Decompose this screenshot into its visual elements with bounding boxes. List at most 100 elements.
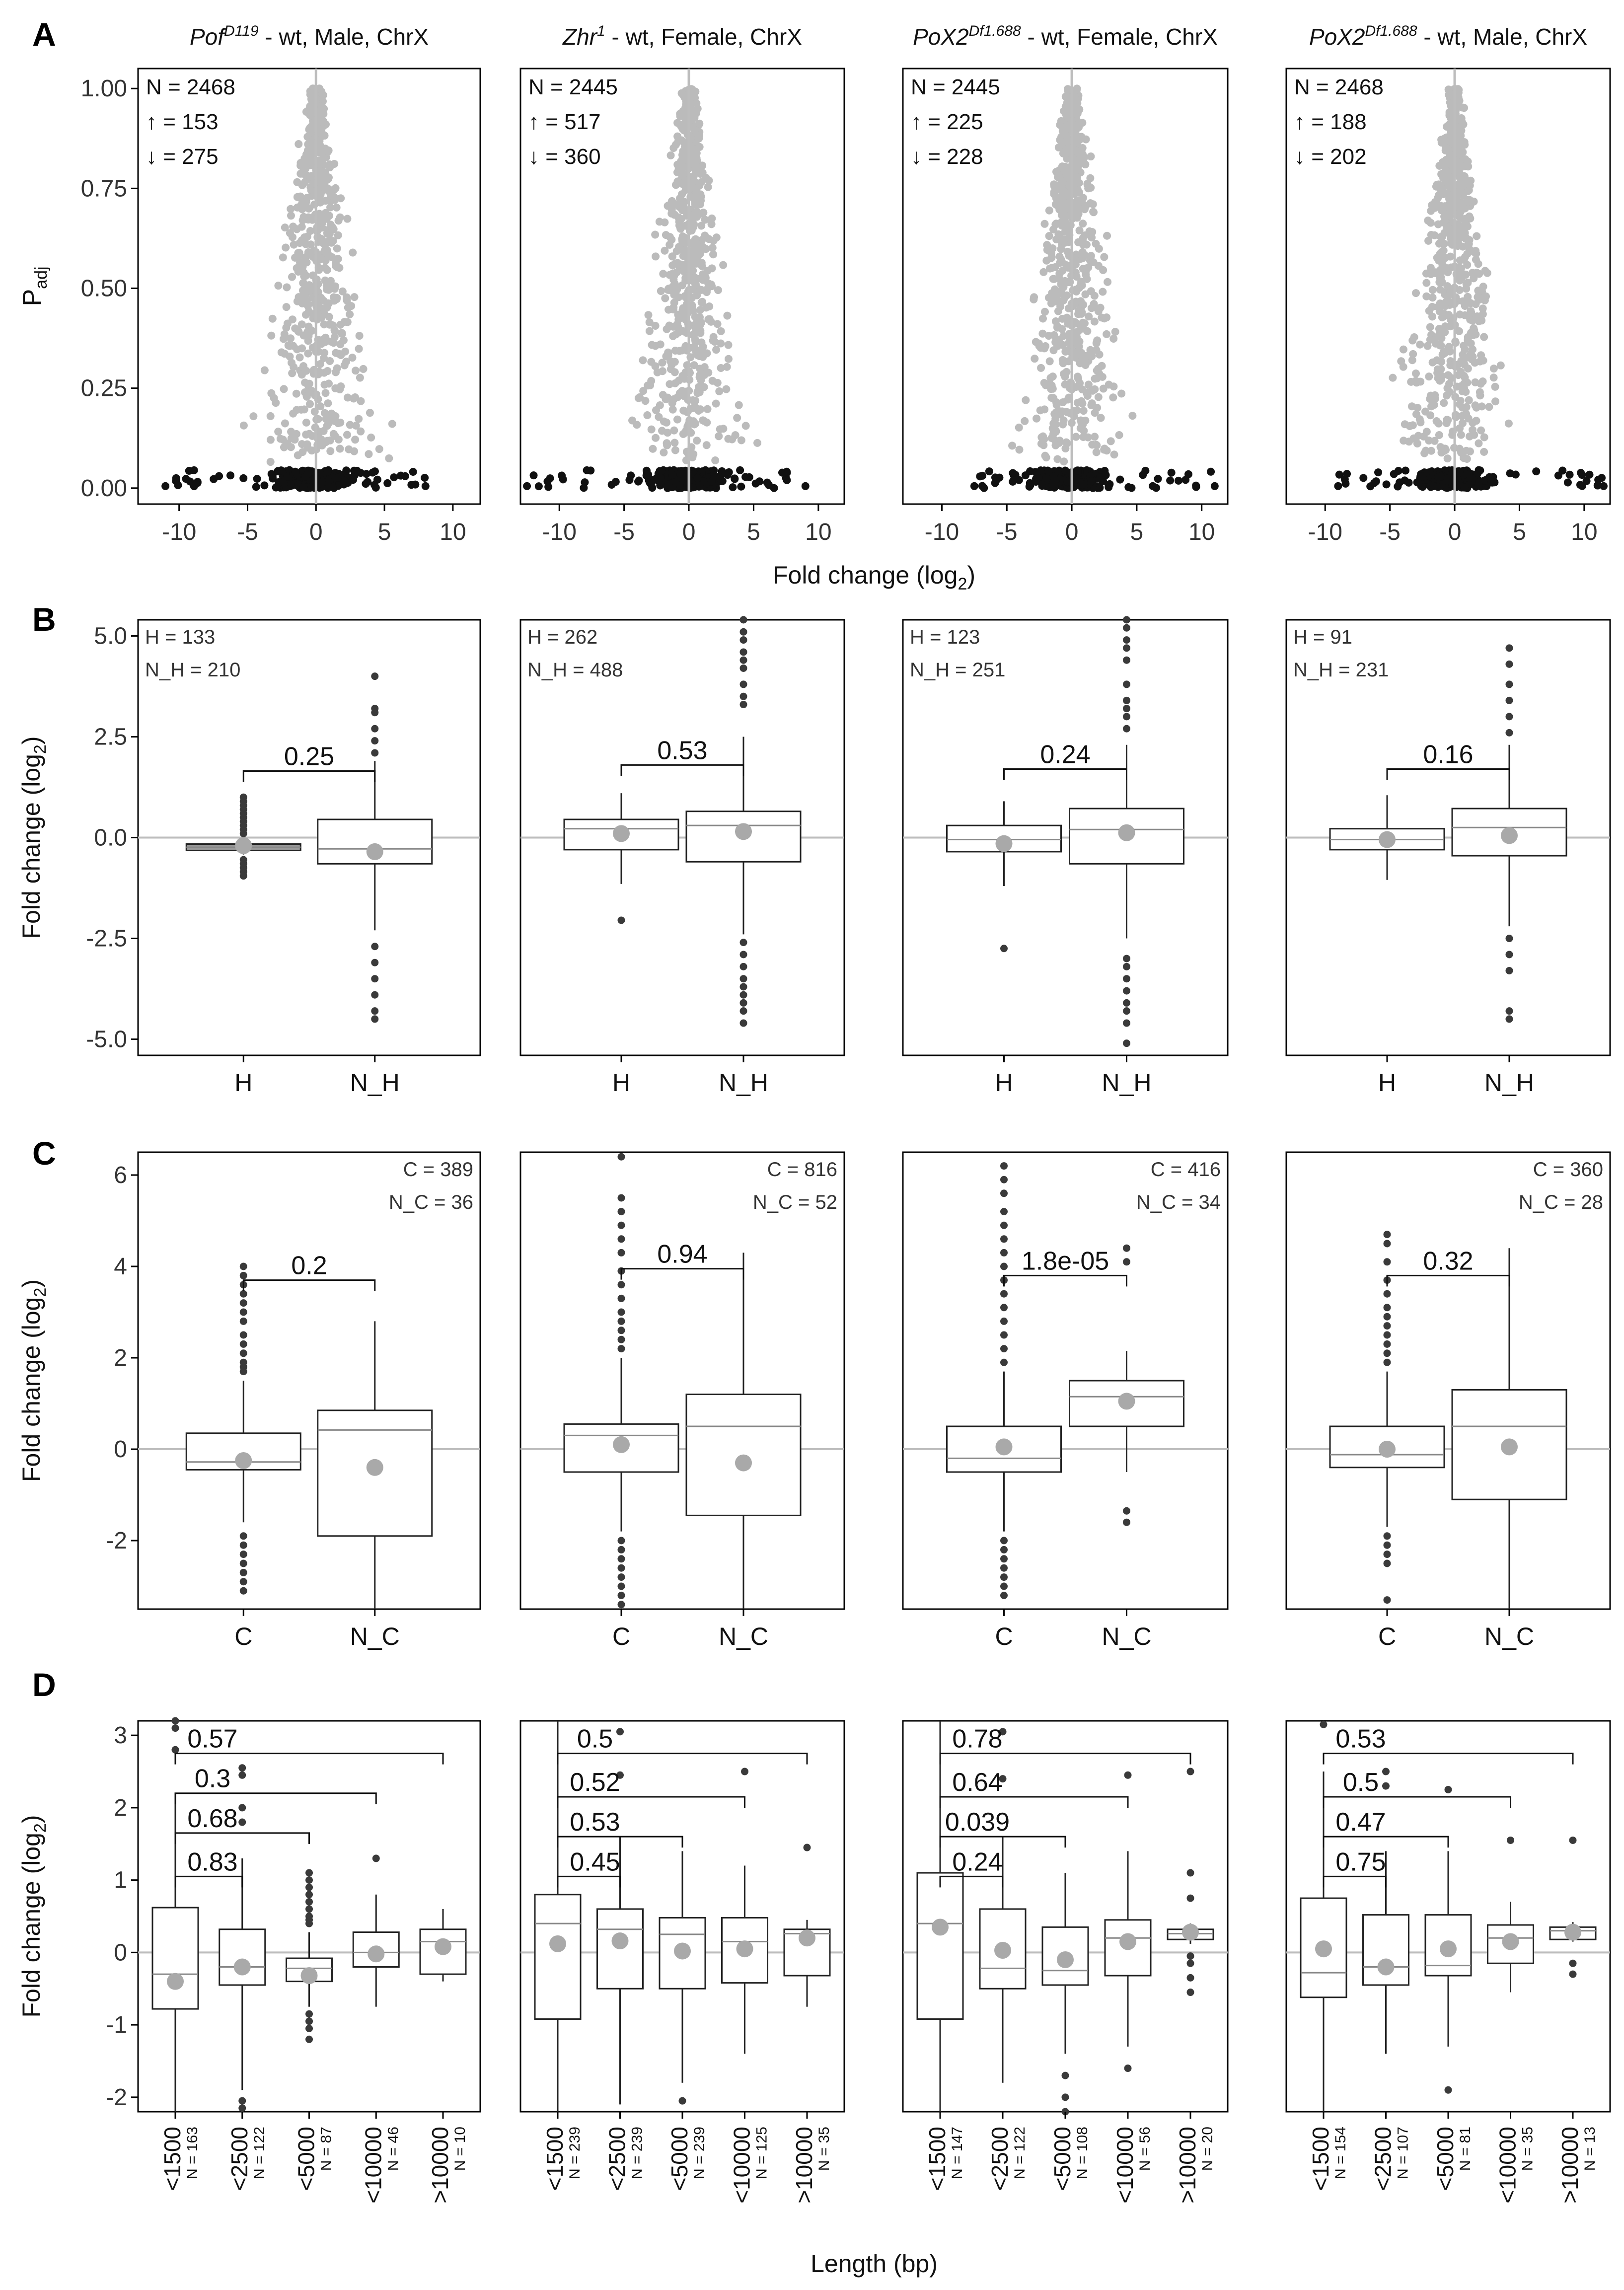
volcano-point-ns: [1083, 327, 1092, 335]
box-outlier: [1505, 951, 1513, 959]
volcano-point-ns: [1041, 342, 1050, 350]
volcano-point-ns: [694, 387, 702, 396]
volcano-point-sig: [1192, 483, 1200, 491]
box-outlier: [1569, 1970, 1577, 1978]
volcano-point-ns: [665, 240, 674, 249]
volcano-point-sig: [546, 474, 554, 483]
box-outlier: [617, 1591, 625, 1599]
plot-frame: [519, 1151, 845, 1610]
box-facet-1: 0.2 C = 389 N_C = 36 C N_C -2 0 2 4 6: [106, 1151, 481, 1650]
volcano-point-ns: [1477, 402, 1486, 411]
volcano-point-ns: [325, 188, 334, 196]
volcano-point-ns: [1443, 454, 1452, 463]
volcano-point-ns: [1037, 440, 1045, 448]
volcano-point-ns: [1008, 442, 1017, 450]
box-outlier: [1061, 2071, 1069, 2079]
volcano-point-ns: [1430, 231, 1439, 239]
x-tick-label: 5: [1513, 519, 1526, 545]
volcano-point-ns: [708, 214, 716, 222]
volcano-point-ns: [339, 336, 348, 345]
volcano-point-ns: [664, 429, 672, 437]
box-outlier: [1123, 1019, 1130, 1027]
box-group-<5000: [1041, 1873, 1089, 2116]
volcano-point-ns: [1109, 334, 1118, 343]
box-group->10000: [419, 1909, 467, 1982]
box-outlier: [617, 1194, 625, 1202]
volcano-point-ns: [681, 143, 689, 151]
pvalue-bracket: 0.57: [174, 1725, 444, 1765]
volcano-point-ns: [302, 197, 310, 206]
volcano-point-ns: [1467, 308, 1476, 317]
volcano-point-ns: [310, 86, 319, 95]
box-outlier: [1123, 1507, 1130, 1515]
volcano-point-ns: [656, 340, 664, 349]
volcano-point-ns: [702, 245, 710, 253]
volcano-point-ns: [668, 282, 677, 291]
volcano-point-ns: [1408, 336, 1417, 345]
box-group-<5000: [1424, 1785, 1472, 2094]
volcano-point-ns: [1479, 283, 1487, 291]
box-outlier: [739, 692, 747, 700]
box-outlier: [1383, 1313, 1391, 1321]
box-outlier: [305, 1876, 313, 1884]
volcano-point-ns: [1472, 300, 1480, 308]
x-tick-label: 10: [805, 519, 831, 545]
box-outlier: [239, 1541, 247, 1549]
y-tick-label: 0.00: [81, 475, 127, 502]
volcano-point-sig: [1511, 470, 1520, 479]
volcano-point-ns: [331, 195, 339, 203]
volcano-point-ns: [375, 445, 383, 453]
volcano-point-ns: [665, 380, 674, 388]
volcano-point-ns: [320, 349, 329, 357]
volcano-point-ns: [652, 252, 660, 261]
volcano-point-ns: [1044, 332, 1053, 340]
panel-b: 0.25 H = 133 N_H = 210 H N_H -5.0 -2.5 0.0 2.5 5.…: [17, 616, 1611, 1097]
volcano-point-ns: [1042, 256, 1051, 265]
volcano-point-sig: [1593, 481, 1602, 490]
volcano-point-ns: [1433, 369, 1442, 377]
volcano-point-ns: [1049, 394, 1057, 402]
box-outlier: [1123, 1258, 1130, 1266]
volcano-point-ns: [716, 425, 724, 434]
box-outlier: [1124, 2065, 1132, 2072]
volcano-point-ns: [1462, 410, 1471, 418]
volcano-point-ns: [1478, 377, 1487, 386]
volcano-point-ns: [1015, 423, 1023, 432]
volcano-point-ns: [668, 261, 677, 270]
x-category-n: N = 239: [629, 2127, 646, 2179]
box-group-H: [185, 793, 301, 880]
stat-label: ↑ = 225: [911, 110, 983, 134]
volcano-point-sig: [700, 477, 709, 486]
box-facet-3: 0.24 H = 123 N_H = 251 H N_H: [902, 616, 1229, 1097]
volcano-point-ns: [1050, 295, 1058, 304]
box-outlier: [1383, 1596, 1391, 1604]
box-outlier: [1320, 1720, 1328, 1728]
box-outlier: [371, 1015, 379, 1023]
volcano-point-extreme-left: [1334, 482, 1342, 490]
y-axis-title-end: ): [17, 736, 45, 744]
volcano-point-ns: [1050, 180, 1058, 189]
volcano-point-ns: [1397, 357, 1405, 366]
volcano-point-ns: [1035, 342, 1043, 350]
box-outlier: [739, 701, 747, 709]
volcano-point-sig: [627, 471, 635, 480]
pvalue-bracket: 0.53: [620, 736, 744, 776]
volcano-point-ns: [652, 434, 660, 442]
pvalue-label: 0.75: [1335, 1847, 1386, 1876]
volcano-point-ns: [350, 394, 358, 403]
box-mean-point: [235, 1452, 252, 1469]
volcano-point-ns: [317, 102, 326, 111]
box-outlier: [1383, 1551, 1391, 1558]
volcano-point-ns: [338, 287, 347, 295]
volcano-point-ns: [1115, 431, 1123, 440]
volcano-point-ns: [298, 448, 307, 456]
volcano-point-ns: [267, 331, 276, 340]
y-axis-title-main: Fold change (log: [17, 1297, 45, 1482]
volcano-point-ns: [1462, 215, 1470, 223]
volcano-point-ns: [355, 332, 364, 340]
volcano-point-ns: [657, 287, 665, 295]
facet-title-rest: - wt, Male, ChrX: [259, 24, 429, 50]
volcano-point-ns: [1423, 342, 1432, 350]
x-category-n: N = 154: [1332, 2127, 1349, 2179]
volcano-point-sig: [741, 473, 750, 481]
